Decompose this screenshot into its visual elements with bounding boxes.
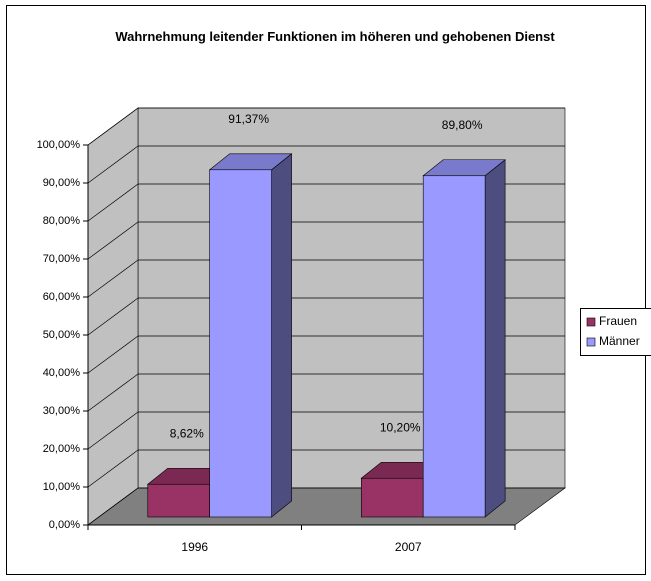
bar	[209, 169, 272, 518]
y-tick-label: 0,00%	[49, 519, 80, 531]
grid-line	[87, 487, 139, 526]
value-label: 91,37%	[228, 112, 269, 126]
legend-label: Männer	[599, 334, 640, 348]
legend-label: Frauen	[599, 314, 637, 328]
bar	[147, 483, 210, 518]
legend	[580, 308, 651, 356]
grid-line	[87, 335, 139, 374]
bar	[360, 477, 424, 518]
y-tick-label: 50,00%	[43, 329, 81, 341]
y-tick-label: 20,00%	[43, 443, 81, 455]
grid-line	[87, 145, 139, 184]
y-tick-label: 80,00%	[43, 215, 81, 227]
grid-line	[87, 259, 139, 298]
value-label: 10,20%	[380, 420, 421, 434]
grid-line	[87, 107, 139, 146]
bar	[422, 175, 486, 518]
value-label: 89,80%	[442, 118, 483, 132]
y-tick-label: 70,00%	[43, 253, 81, 265]
x-tick-label: 1996	[181, 540, 208, 554]
y-tick-label: 90,00%	[43, 177, 81, 189]
y-tick-label: 40,00%	[43, 367, 81, 379]
bar-side	[271, 153, 292, 518]
legend-swatch	[586, 317, 596, 327]
grid-line	[87, 449, 139, 488]
grid-line	[87, 411, 139, 450]
grid-line	[87, 221, 139, 260]
chart-title: Wahrnehmung leitender Funktionen im höhe…	[115, 29, 555, 44]
grid-line	[87, 183, 139, 222]
y-tick-label: 60,00%	[43, 291, 81, 303]
bar-side	[484, 159, 506, 518]
x-tick-label: 2007	[395, 540, 422, 554]
y-tick-label: 30,00%	[43, 405, 81, 417]
grid-line	[87, 373, 139, 412]
y-tick-label: 100,00%	[37, 139, 81, 151]
value-label: 8,62%	[170, 426, 204, 440]
y-tick-label: 10,00%	[43, 481, 81, 493]
grid-line	[87, 297, 139, 336]
legend-swatch	[586, 337, 596, 347]
